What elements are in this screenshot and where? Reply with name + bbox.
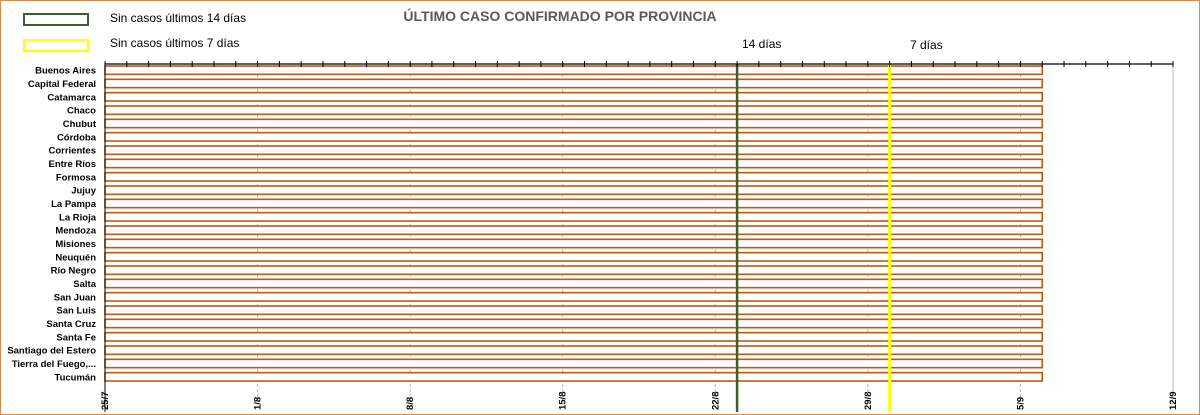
- x-tick-label: 15/8: [558, 392, 569, 411]
- bar-0: [104, 65, 1044, 76]
- x-tick-label: 8/8: [405, 397, 416, 410]
- province-label: Neuquén: [55, 252, 96, 263]
- bar-12: [104, 225, 1044, 236]
- bar-11: [104, 211, 1044, 222]
- province-label: La Pampa: [51, 199, 97, 210]
- x-tick-label: 29/8: [863, 392, 874, 411]
- province-label: Salta: [73, 279, 96, 290]
- x-tick-label: 5/9: [1015, 397, 1026, 410]
- bar-6: [104, 145, 1044, 156]
- province-label: Buenos Aires: [35, 66, 96, 77]
- legend-swatch-7-days: [23, 39, 89, 52]
- province-label: Entre Ríos: [48, 159, 96, 170]
- province-labels: Buenos Aires Capital Federal Catamarca Chac…: [7, 66, 97, 384]
- province-label: Tucumán: [54, 372, 96, 383]
- ref-label-7-days: 7 días: [910, 38, 943, 52]
- chart-title: ÚLTIMO CASO CONFIRMADO POR PROVINCIA: [403, 8, 717, 24]
- bar-19: [104, 318, 1044, 329]
- x-tick-label: 1/8: [253, 397, 264, 410]
- bar-2: [104, 91, 1044, 102]
- bar-10: [104, 198, 1044, 209]
- province-label: San Juan: [54, 292, 96, 303]
- province-label: Córdoba: [57, 132, 97, 143]
- bar-3: [104, 105, 1044, 116]
- province-label: Santa Fe: [56, 332, 96, 343]
- bar-21: [104, 345, 1044, 356]
- bar-1: [104, 78, 1044, 89]
- bar-22: [104, 358, 1044, 369]
- province-label: Chubut: [63, 119, 97, 130]
- province-label: Mendoza: [55, 226, 96, 237]
- bar-23: [104, 371, 1044, 382]
- bar-16: [104, 278, 1044, 289]
- bar-7: [104, 158, 1044, 169]
- x-tick-label: 12/9: [1168, 392, 1179, 411]
- bar-20: [104, 331, 1044, 342]
- bar-4: [104, 118, 1044, 129]
- legend-label-14-days: Sin casos últimos 14 días: [110, 11, 247, 25]
- province-label: Corrientes: [48, 146, 96, 157]
- bar-18: [104, 305, 1044, 316]
- province-label: Catamarca: [47, 92, 96, 103]
- legend-swatch-14-days: [23, 13, 89, 26]
- bar-8: [104, 171, 1044, 182]
- x-axis: [104, 61, 1174, 412]
- bar-14: [104, 251, 1044, 262]
- bars: [104, 65, 1044, 382]
- reference-lines: [735, 64, 892, 412]
- x-tick-label: 22/8: [710, 392, 721, 411]
- bar-9: [104, 185, 1044, 196]
- bar-17: [104, 291, 1044, 302]
- x-tick-label: 25/7: [100, 392, 111, 411]
- province-label: Santa Cruz: [46, 319, 96, 330]
- province-label: Tierra del Fuego,...: [12, 359, 96, 370]
- province-label: Río Negro: [51, 266, 97, 277]
- province-label: Capital Federal: [28, 79, 96, 90]
- bar-5: [104, 131, 1044, 142]
- province-label: Chaco: [67, 106, 96, 117]
- province-label: Santiago del Estero: [7, 346, 96, 357]
- ref-label-14-days: 14 días: [742, 37, 782, 51]
- province-label: Formosa: [56, 172, 97, 183]
- legend-label-7-days: Sin casos últimos 7 días: [110, 36, 240, 50]
- province-label: Jujuy: [71, 186, 97, 197]
- bar-13: [104, 238, 1044, 249]
- province-label: Misiones: [55, 239, 96, 250]
- bar-15: [104, 265, 1044, 276]
- province-label: San Luis: [56, 306, 96, 317]
- date-tick-labels: 25/7 1/8 8/8 15/8 22/8 29/8 5/9 12/9: [100, 392, 1179, 411]
- province-label: La Rioja: [59, 212, 97, 223]
